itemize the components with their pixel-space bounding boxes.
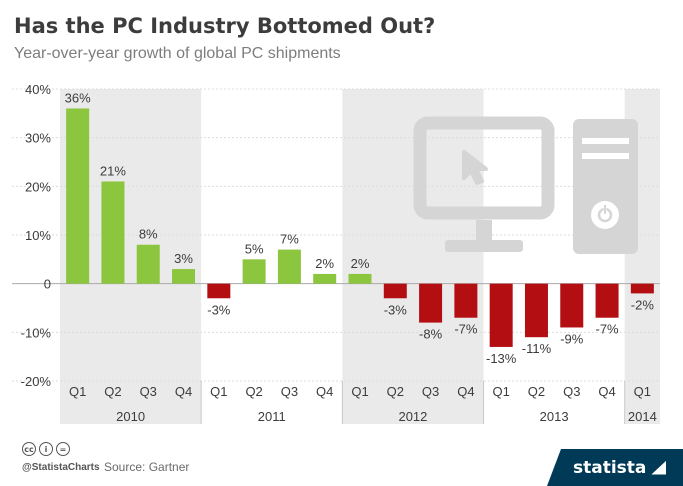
data-label: -8% — [419, 327, 443, 342]
cc-icon[interactable]: cc — [22, 442, 36, 456]
bar[interactable] — [277, 249, 301, 284]
attribution-icon[interactable]: i — [39, 442, 53, 456]
chart-subtitle: Year-over-year growth of global PC shipm… — [14, 45, 341, 62]
bar[interactable] — [172, 269, 196, 284]
computer-icon — [413, 116, 638, 254]
social-handle[interactable]: @StatistaCharts — [22, 462, 100, 473]
brand-mark-icon — [651, 460, 667, 475]
x-tick-label: Q4 — [316, 384, 333, 399]
bar[interactable] — [489, 283, 513, 347]
no-derivatives-icon[interactable]: = — [56, 442, 70, 456]
data-label: -3% — [384, 302, 408, 317]
year-label: 2011 — [258, 409, 286, 424]
x-tick-label: Q1 — [351, 384, 368, 399]
data-label: 5% — [245, 241, 264, 256]
data-label: -7% — [595, 322, 619, 337]
x-tick-label: Q4 — [457, 384, 474, 399]
x-tick-label: Q2 — [528, 384, 545, 399]
statista-logo[interactable]: statista — [547, 449, 683, 486]
bar[interactable] — [136, 244, 160, 284]
bar[interactable] — [630, 283, 654, 294]
x-tick-label: Q1 — [634, 384, 651, 399]
year-label: 2012 — [398, 409, 427, 424]
footer: cc i = @StatistaCharts Source: Gartner s… — [0, 426, 683, 486]
bar[interactable] — [348, 273, 372, 284]
bar[interactable] — [419, 283, 443, 323]
x-tick-label: Q2 — [387, 384, 404, 399]
data-label: 21% — [100, 163, 126, 178]
source-note: Source: Gartner — [104, 460, 190, 474]
data-label: -3% — [207, 302, 231, 317]
x-tick-label: Q1 — [69, 384, 86, 399]
data-label: -13% — [486, 351, 517, 366]
x-tick-label: Q2 — [104, 384, 121, 399]
bar[interactable] — [313, 273, 337, 284]
bar[interactable] — [560, 283, 584, 328]
data-label: 2% — [351, 256, 370, 271]
x-tick-label: Q4 — [175, 384, 192, 399]
data-label: -7% — [454, 322, 478, 337]
year-band-2012 — [342, 89, 484, 424]
bar[interactable] — [454, 283, 478, 318]
x-tick-label: Q3 — [563, 384, 580, 399]
year-label: 2010 — [116, 409, 145, 424]
x-tick-label: Q3 — [281, 384, 298, 399]
y-tick-label: 20% — [25, 179, 51, 194]
y-tick-label: 0 — [44, 277, 51, 292]
chart-title: Has the PC Industry Bottomed Out? — [14, 14, 436, 38]
y-tick-label: -10% — [21, 325, 52, 340]
x-tick-label: Q1 — [210, 384, 227, 399]
bar[interactable] — [595, 283, 619, 318]
x-tick-label: Q3 — [140, 384, 157, 399]
bar[interactable] — [66, 108, 90, 284]
data-label: -11% — [522, 341, 552, 356]
y-tick-label: -20% — [21, 374, 52, 389]
data-label: -9% — [560, 331, 584, 346]
data-label: -2% — [631, 297, 655, 312]
year-label: 2013 — [540, 409, 569, 424]
x-tick-label: Q4 — [598, 384, 615, 399]
creative-commons-icons: cc i = — [22, 442, 70, 458]
data-label: 7% — [280, 232, 299, 247]
data-label: 36% — [65, 90, 91, 105]
data-label: 8% — [139, 227, 158, 242]
x-tick-label: Q3 — [422, 384, 439, 399]
year-label: 2014 — [628, 409, 657, 424]
y-tick-label: 30% — [25, 131, 51, 146]
data-label: 3% — [174, 251, 193, 266]
data-label: 2% — [315, 256, 334, 271]
bar[interactable] — [207, 283, 231, 299]
brand-name: statista — [573, 457, 647, 478]
y-tick-label: 40% — [25, 82, 51, 97]
x-tick-label: Q1 — [493, 384, 510, 399]
y-tick-label: 10% — [25, 228, 51, 243]
bar[interactable] — [101, 181, 125, 284]
bar[interactable] — [383, 283, 407, 299]
bar-chart: 36% 21% 8% 3% -3% 5% 7% 2% 2% -3% -8% -7% -13% -11% -9… — [12, 82, 660, 424]
bar[interactable] — [524, 283, 548, 338]
x-tick-label: Q2 — [245, 384, 262, 399]
bar[interactable] — [242, 259, 266, 284]
